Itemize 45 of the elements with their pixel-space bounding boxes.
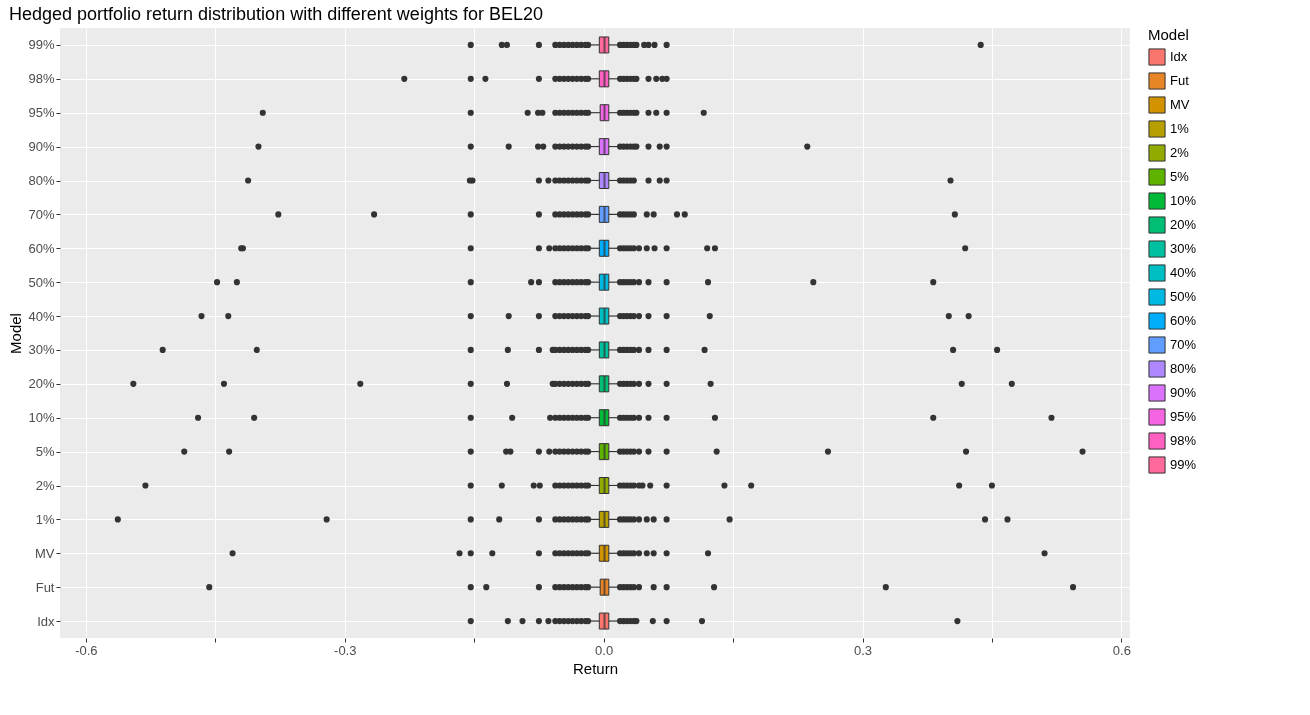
legend-label: 1% [1170,121,1190,136]
y-tick-label: 40% [28,308,55,324]
x-tick-label: -0.6 [75,642,98,658]
legend-label: 99% [1170,457,1197,472]
y-tick-label: 50% [28,274,55,290]
y-axis-title: Model [7,313,25,354]
legend-label: 5% [1170,169,1190,184]
legend-label: 60% [1170,313,1197,328]
y-tick-label: 95% [28,105,55,121]
legend-label: 20% [1170,217,1197,232]
legend-label: 2% [1170,145,1190,160]
legend-label: 70% [1170,337,1197,352]
y-tick-label: 30% [28,342,55,358]
y-tick-label: Idx [37,613,55,629]
legend-label: MV [1170,97,1190,112]
legend-label: Fut [1170,73,1190,88]
legend-label: 30% [1170,241,1197,256]
y-tick-label: MV [35,545,55,561]
y-tick-label: 5% [35,444,55,460]
y-tick-label: 1% [35,511,55,527]
y-tick-label: 98% [28,71,55,87]
y-tick-label: 90% [28,139,55,155]
y-tick-label: 20% [28,376,55,392]
legend-label: Idx [1170,49,1188,64]
x-tick-label: 0.6 [1112,642,1131,658]
legend-label: 50% [1170,289,1197,304]
legend-label: 90% [1170,385,1197,400]
y-tick-label: Fut [35,579,55,595]
y-tick-label: 10% [28,410,55,426]
x-tick-label: 0.0 [595,642,614,658]
legend-label: 10% [1170,193,1197,208]
y-tick-label: 99% [28,37,55,53]
y-tick-label: 70% [28,206,55,222]
chart-title: Hedged portfolio return distribution with different weights for BEL20 [8,4,543,24]
y-tick-label: 80% [28,173,55,188]
legend-label: 95% [1170,409,1197,424]
x-tick-label: -0.3 [334,642,357,658]
y-tick-label: 60% [28,240,55,256]
legend-label: 40% [1170,265,1197,280]
y-tick-label: 2% [35,478,55,493]
legend-label: 80% [1170,361,1197,376]
x-tick-label: 0.3 [853,642,873,658]
x-axis-title: Return [572,659,619,677]
legend-title: Model [1148,26,1189,43]
legend-label: 98% [1170,433,1197,448]
